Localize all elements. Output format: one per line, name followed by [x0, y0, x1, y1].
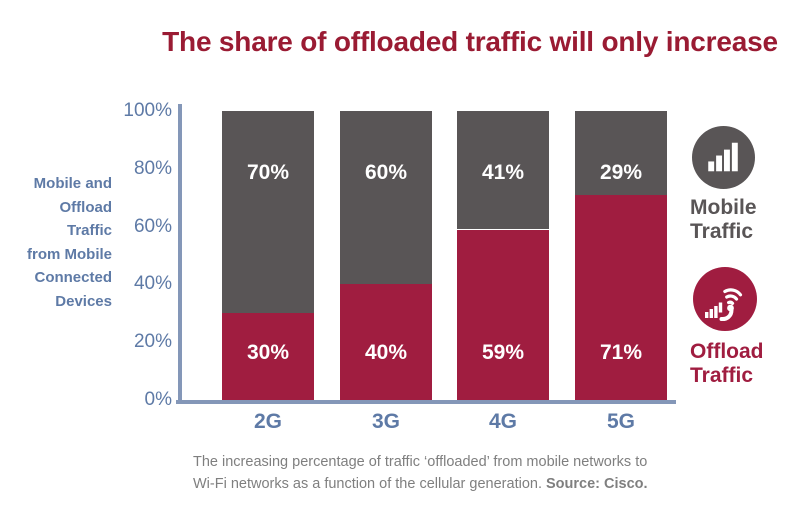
value-label-mobile-3G: 60% — [364, 161, 408, 184]
y-tick-80: 80% — [133, 158, 172, 179]
bar-2G: 70% 30% — [222, 111, 314, 400]
segment-mobile-4G — [457, 111, 549, 230]
value-label-offload-4G: 59% — [481, 341, 525, 364]
y-axis-label: Mobile and Offload Traffic from Mobile C… — [27, 175, 112, 310]
segment-offload-2G — [222, 313, 314, 400]
plot-area: 70% 30% 60% 40% 41% 59% 29% 71% — [180, 111, 676, 400]
segment-mobile-3G — [340, 111, 432, 285]
y-tick-60: 60% — [133, 216, 172, 237]
y-tick-20: 20% — [133, 331, 172, 352]
value-label-mobile-4G: 41% — [481, 161, 525, 184]
caption-line1: The increasing percentage of traffic ‘of… — [193, 454, 648, 470]
x-tick-2G: 2G — [253, 410, 282, 433]
segment-mobile-5G — [575, 111, 667, 195]
segment-offload-4G — [457, 229, 549, 400]
x-tick-4G: 4G — [488, 410, 517, 433]
y-tick-40: 40% — [133, 273, 172, 294]
chart-title: The share of offloaded traffic will only… — [162, 26, 778, 57]
legend-label-mobile-traffic: Mobile Traffic — [690, 196, 757, 243]
bar-4G: 41% 59% — [457, 111, 549, 400]
value-label-offload-2G: 30% — [246, 341, 290, 364]
y-axis-line — [178, 104, 182, 404]
y-tick-100: 100% — [123, 100, 172, 121]
x-category-labels: 2G 3G 4G 5G — [180, 410, 676, 440]
segment-offload-5G — [575, 194, 667, 400]
caption-line2: Wi-Fi networks as a function of the cell… — [193, 476, 648, 492]
segment-mobile-2G — [222, 111, 314, 314]
value-label-mobile-2G: 70% — [246, 161, 290, 184]
x-tick-3G: 3G — [371, 410, 400, 433]
value-label-offload-5G: 71% — [599, 341, 643, 364]
wifi-offload-icon — [693, 267, 757, 331]
legend-label-offload-traffic: Offload Traffic — [690, 340, 764, 387]
caption-source: Source: Cisco. — [546, 476, 648, 492]
x-axis-line — [176, 400, 676, 404]
bar-3G: 60% 40% — [340, 111, 432, 400]
bar-5G: 29% 71% — [575, 111, 667, 400]
segment-offload-3G — [340, 284, 432, 400]
x-tick-5G: 5G — [606, 410, 635, 433]
value-label-offload-3G: 40% — [364, 341, 408, 364]
value-label-mobile-5G: 29% — [599, 161, 643, 184]
caption: The increasing percentage of traffic ‘of… — [193, 451, 683, 495]
y-tick-0: 0% — [144, 389, 172, 410]
signal-bars-icon — [692, 126, 755, 189]
